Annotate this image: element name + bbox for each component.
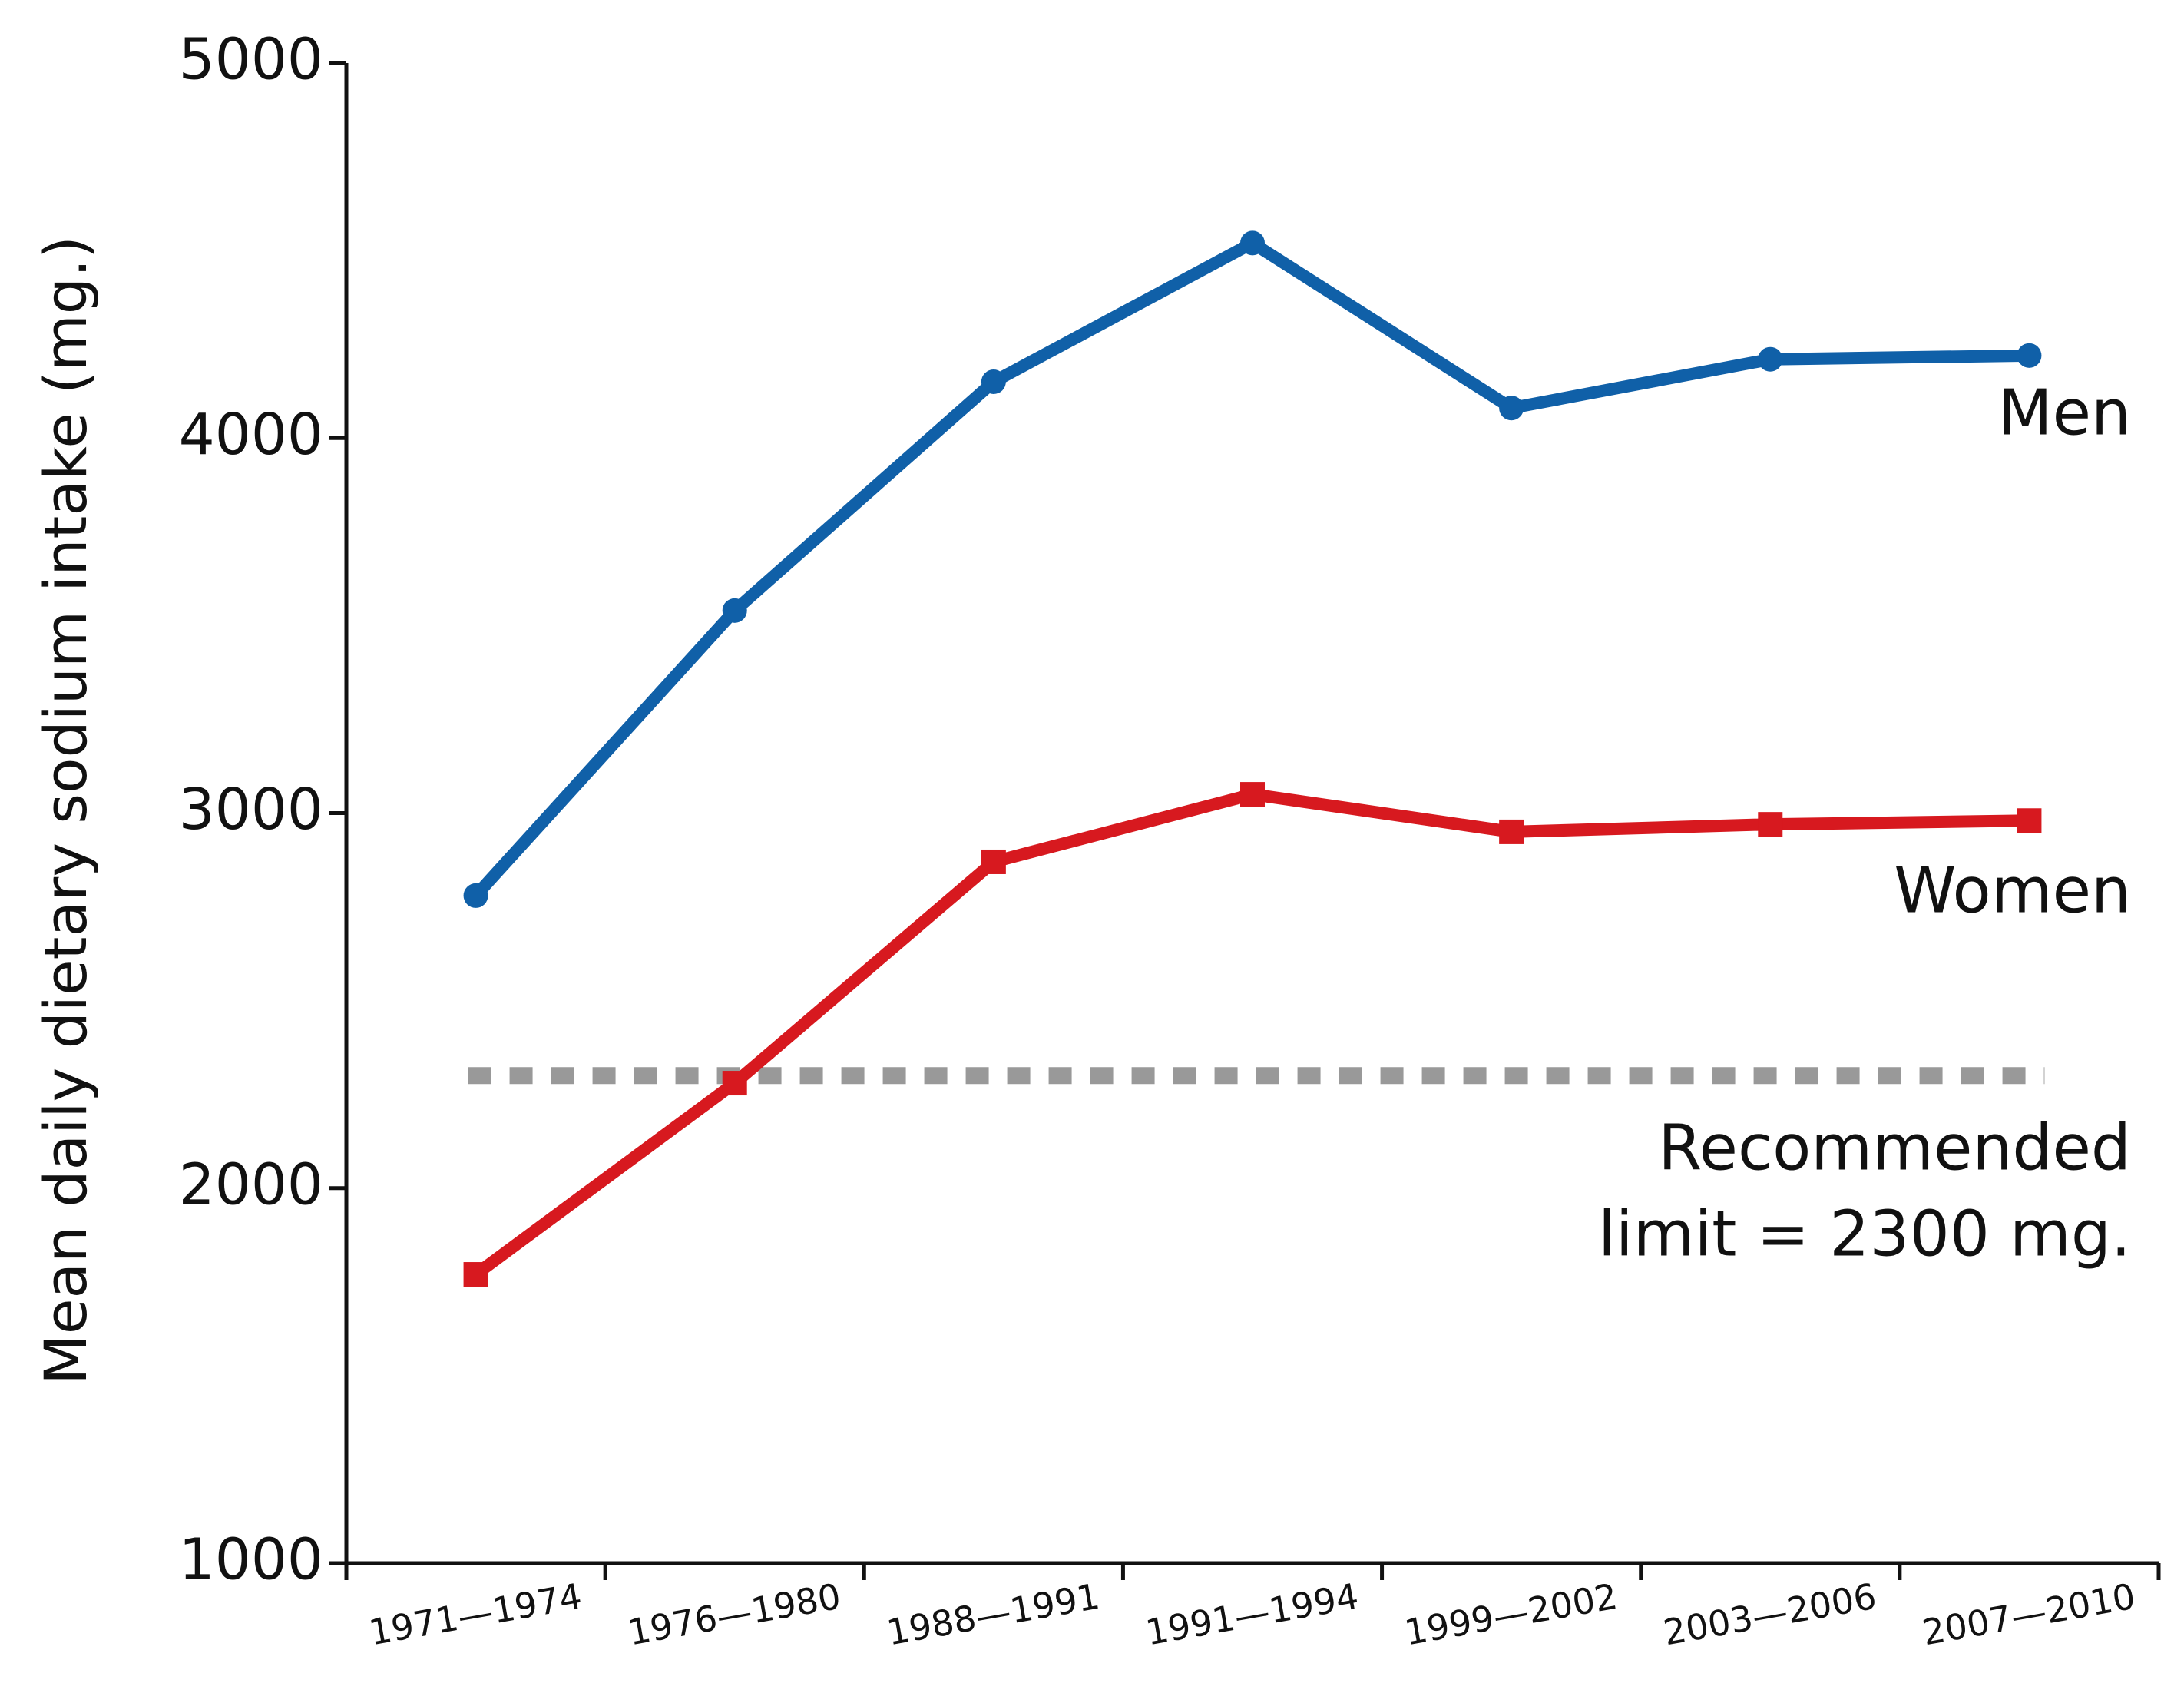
point [722, 1071, 747, 1096]
series-label: Women [1894, 855, 2131, 928]
x-tick-label: 2007—2010 [1919, 1575, 2138, 1654]
point [1758, 346, 1783, 372]
x-tick-label: 1991—1994 [1143, 1575, 1362, 1654]
y-axis-label: Mean daily dietary sodium intake (mg.) [31, 236, 100, 1385]
x-tick-label: 1976—1980 [624, 1575, 843, 1654]
point [1499, 819, 1524, 844]
series-label: Men [1998, 376, 2131, 449]
x-tick-label: 1971—1974 [366, 1575, 584, 1654]
point [981, 849, 1006, 874]
point [463, 883, 488, 908]
point [1758, 812, 1783, 837]
y-tick-label: 1000 [179, 1527, 323, 1593]
point [981, 369, 1006, 395]
y-tick-label: 4000 [179, 402, 323, 468]
y-tick-label: 5000 [179, 27, 323, 93]
point [1240, 782, 1265, 807]
y-tick-label: 3000 [179, 777, 323, 843]
x-tick-label: 1988—1991 [884, 1575, 1103, 1654]
x-tick-label: 1999—2002 [1401, 1575, 1620, 1654]
reference-label: limit = 2300 mg. [1598, 1198, 2131, 1271]
point [1499, 396, 1524, 421]
x-tick-label: 2003—2006 [1660, 1575, 1879, 1654]
point [722, 598, 747, 623]
point [2017, 343, 2042, 368]
point [2017, 808, 2042, 833]
point [1240, 230, 1265, 256]
y-tick-label: 2000 [179, 1151, 323, 1218]
reference-label: Recommended [1658, 1112, 2131, 1185]
point [463, 1262, 488, 1287]
